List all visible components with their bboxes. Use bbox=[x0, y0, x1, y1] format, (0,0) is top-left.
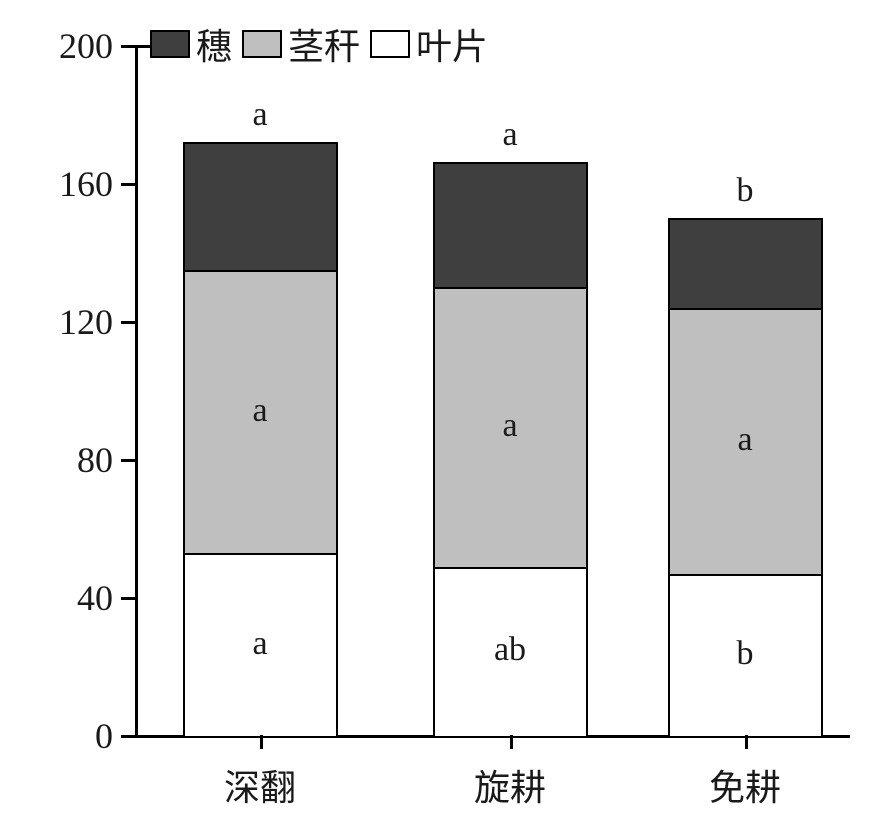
bar-segment bbox=[183, 142, 338, 273]
y-tick-label: 160 bbox=[59, 163, 113, 205]
legend-item: 茎秆 bbox=[242, 18, 360, 70]
y-tick-label: 40 bbox=[77, 577, 113, 619]
y-tick-label: 120 bbox=[59, 301, 113, 343]
x-tick bbox=[510, 735, 513, 749]
legend-label: 叶片 bbox=[416, 18, 488, 70]
segment-sig-label: ab bbox=[494, 631, 526, 669]
bar-top-sig-label: a bbox=[502, 116, 517, 154]
segment-sig-label: b bbox=[737, 635, 754, 673]
bar-top-sig-label: a bbox=[252, 96, 267, 134]
category-label: 免耕 bbox=[665, 759, 825, 811]
stacked-bar-chart: 04080120160200穗茎秆叶片aaa深翻abaa旋耕bab免耕 bbox=[0, 0, 869, 838]
segment-sig-label: a bbox=[502, 407, 517, 445]
bar-segment bbox=[668, 218, 823, 311]
segment-sig-label: a bbox=[252, 625, 267, 663]
y-tick bbox=[121, 459, 135, 462]
x-tick bbox=[745, 735, 748, 749]
y-tick-label: 80 bbox=[77, 439, 113, 481]
legend-swatch bbox=[242, 30, 282, 58]
bar-segment bbox=[433, 162, 588, 289]
y-tick bbox=[121, 183, 135, 186]
segment-sig-label: a bbox=[252, 392, 267, 430]
y-tick-label: 200 bbox=[59, 25, 113, 67]
y-tick bbox=[121, 735, 135, 738]
legend-item: 叶片 bbox=[370, 18, 488, 70]
segment-sig-label: a bbox=[737, 421, 752, 459]
legend-label: 穗 bbox=[196, 18, 232, 70]
y-tick bbox=[121, 45, 135, 48]
bar-top-sig-label: b bbox=[737, 172, 754, 210]
legend: 穗 茎秆 叶片 bbox=[150, 18, 488, 70]
y-tick bbox=[121, 321, 135, 324]
y-tick-label: 0 bbox=[95, 715, 113, 757]
legend-swatch bbox=[370, 30, 410, 58]
category-label: 旋耕 bbox=[430, 759, 590, 811]
y-axis bbox=[135, 45, 138, 738]
legend-item: 穗 bbox=[150, 18, 232, 70]
category-label: 深翻 bbox=[180, 759, 340, 811]
x-tick bbox=[260, 735, 263, 749]
legend-swatch bbox=[150, 30, 190, 58]
y-tick bbox=[121, 597, 135, 600]
legend-label: 茎秆 bbox=[288, 18, 360, 70]
